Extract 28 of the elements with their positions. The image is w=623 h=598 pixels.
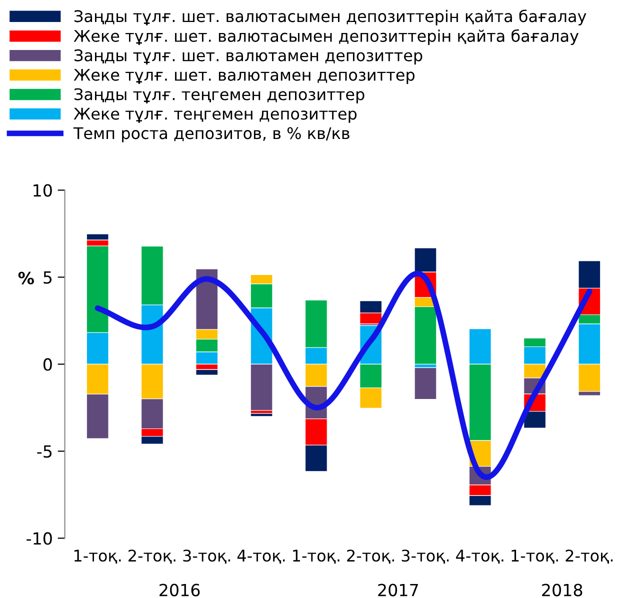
legend-label: Жеке тұлғ. шет. валютасымен депозиттерін қайта бағалау bbox=[74, 29, 579, 46]
text: 2016 bbox=[160, 584, 200, 596]
y-tick-label: 5 bbox=[44, 271, 52, 284]
x-tick-label: 2-тоқ. bbox=[347, 550, 394, 564]
y-tick-label: 0 bbox=[43, 358, 52, 371]
legend-label: Заңды тұлғ. теңгемен депозиттер bbox=[74, 88, 364, 104]
x-tick-label: 1-тоқ. bbox=[74, 550, 121, 564]
x-tick-label: 3-тоқ. bbox=[402, 550, 449, 564]
x-tick-label: 1-тоқ. bbox=[512, 550, 558, 564]
y-tick-label: 10 bbox=[34, 184, 52, 197]
legend-label: Заңды тұлғ. шет. валютасымен депозиттерін қайта бағалау bbox=[74, 10, 586, 26]
legend-label: Жеке тұлғ. шет. валютамен депозиттер bbox=[74, 68, 415, 84]
legend-label: Заңды тұлғ. шет. валютамен депозиттер bbox=[74, 49, 422, 64]
text: 2018 bbox=[542, 584, 582, 596]
y-tick-label: -5 bbox=[37, 445, 52, 458]
y-tick-label: -10 bbox=[26, 532, 52, 545]
bar bbox=[250, 413, 273, 417]
legend-label: Темп роста депозитов, в % кв/кв bbox=[73, 127, 350, 142]
x-tick-label: 2-тоқ. bbox=[128, 550, 176, 564]
text: 2017 bbox=[378, 584, 418, 596]
x-tick-label: 2-тоқ. bbox=[566, 550, 613, 564]
y-axis-title: % bbox=[18, 272, 34, 284]
x-tick-label: 1-тоқ. bbox=[293, 550, 340, 564]
x-tick-label: 4-тоқ. bbox=[456, 550, 504, 564]
legend-label: Жеке тұлғ. теңгемен депозиттер bbox=[74, 108, 357, 123]
bar bbox=[414, 367, 437, 400]
x-tick-label: 4-тоқ. bbox=[237, 550, 285, 564]
x-tick-label: 3-тоқ. bbox=[183, 550, 230, 564]
